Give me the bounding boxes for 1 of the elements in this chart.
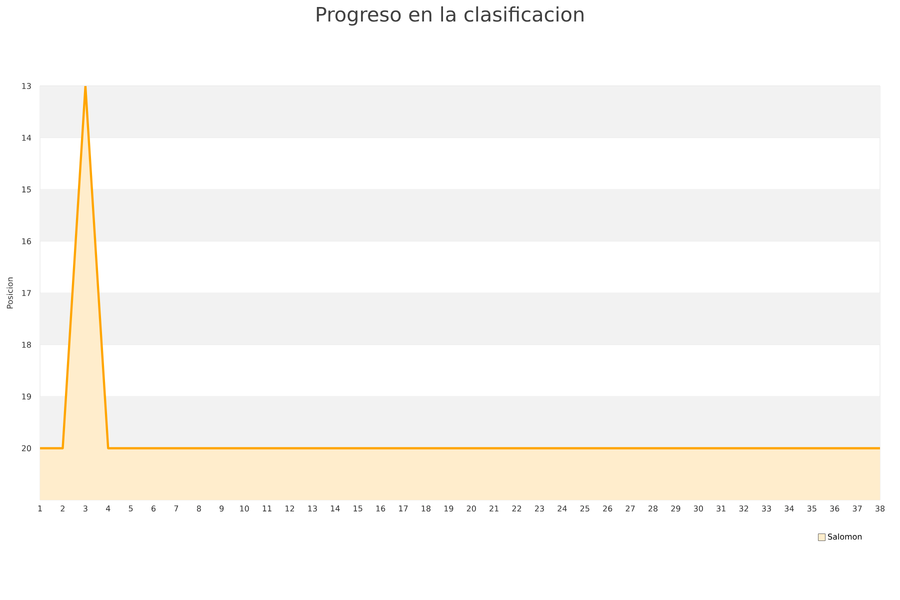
chart-title: Progreso en la clasificacion [316,6,584,26]
